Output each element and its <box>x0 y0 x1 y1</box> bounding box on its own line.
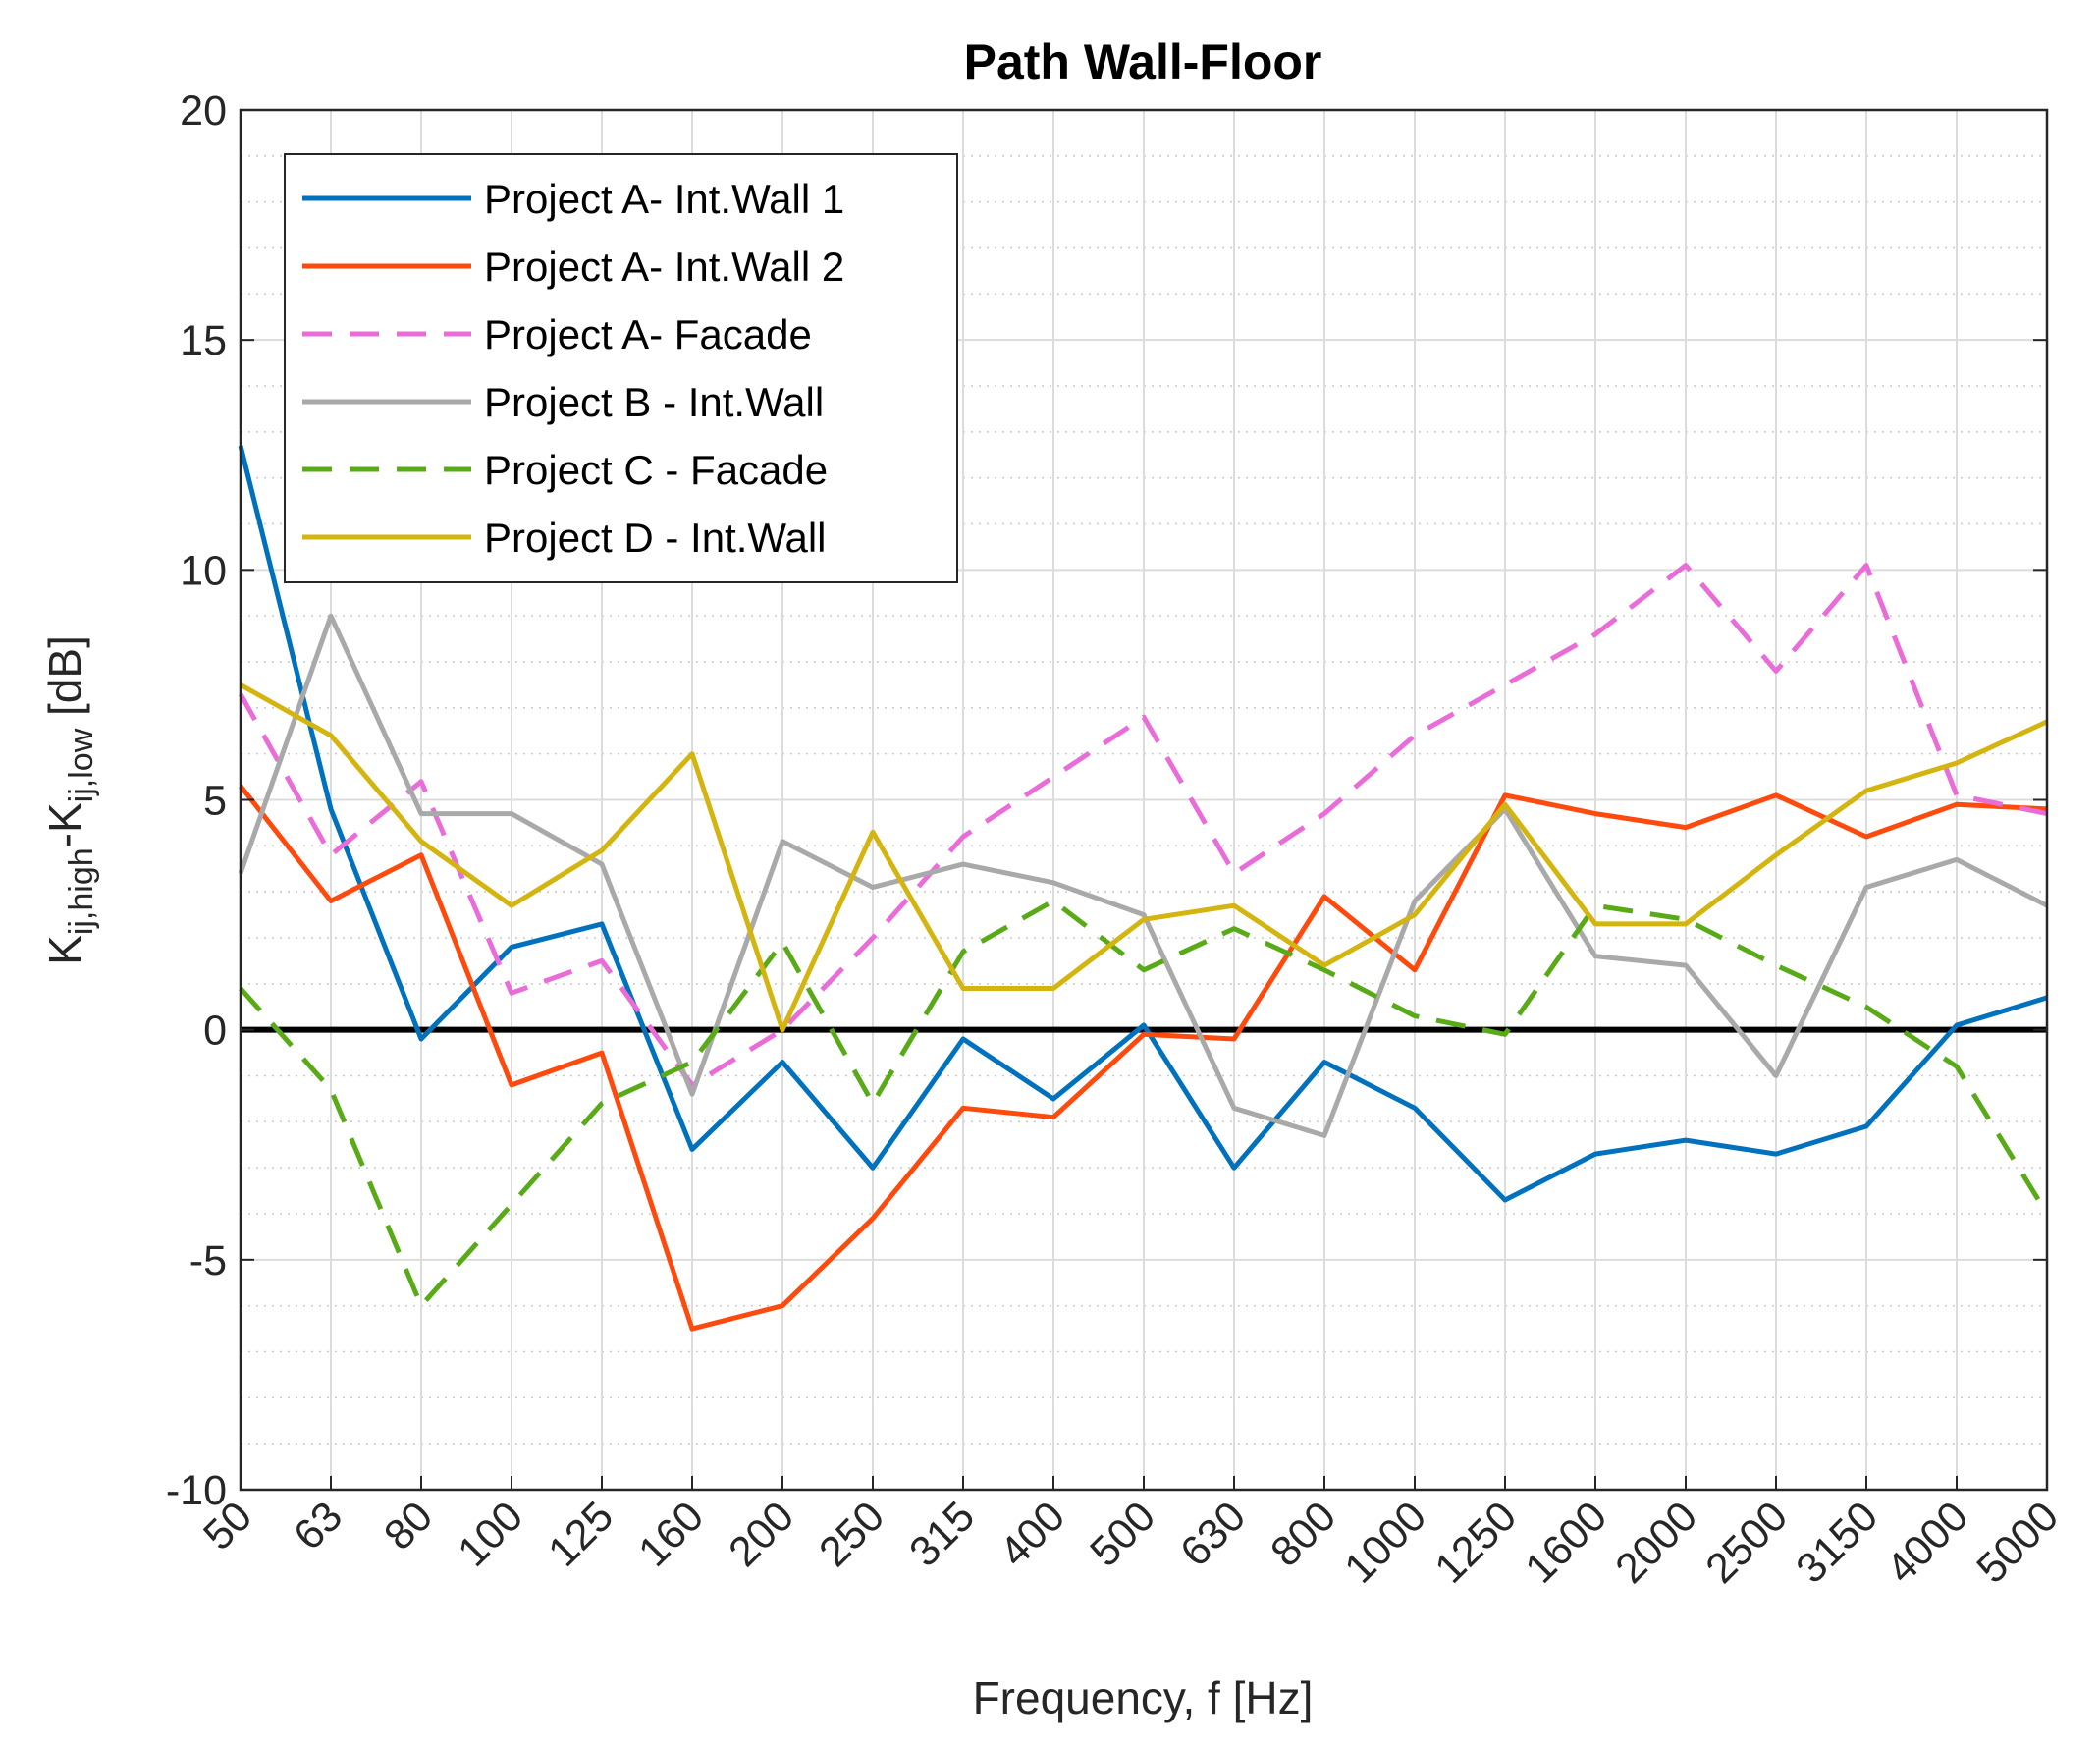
series-line-2 <box>239 784 2048 1332</box>
x-tick-label: 3150 <box>1787 1493 1887 1593</box>
y-axis-label: Kij,high-Kij,low [dB] <box>39 635 100 965</box>
x-tick-label: 2000 <box>1606 1493 1706 1593</box>
x-tick-label: 200 <box>720 1493 803 1576</box>
x-tick-label: 250 <box>810 1493 893 1576</box>
x-tick-label: 125 <box>539 1493 622 1576</box>
x-tick-label: 1000 <box>1335 1493 1435 1593</box>
y-label-base-1: K <box>39 935 90 965</box>
legend: Project A- Int.Wall 1 Project A- Int.Wall… <box>284 153 958 583</box>
y-tick-labels: -10 -5 0 5 10 15 20 <box>166 87 2047 1514</box>
x-tick-label: 400 <box>991 1493 1074 1576</box>
x-tick-label: 63 <box>285 1493 351 1559</box>
series-line-4 <box>238 613 2049 1138</box>
x-tick-label: 2500 <box>1696 1493 1797 1593</box>
legend-label-1: Project A- Int.Wall 1 <box>484 176 844 222</box>
y-label-unit: [dB] <box>39 635 90 729</box>
chart-title: Path Wall-Floor <box>964 34 1322 89</box>
y-tick-label: 10 <box>180 547 227 594</box>
x-tick-label: 1250 <box>1426 1493 1526 1593</box>
legend-label-2: Project A- Int.Wall 2 <box>484 244 844 290</box>
x-tick-label: 315 <box>900 1493 984 1576</box>
x-axis-label: Frequency, f [Hz] <box>973 1672 1314 1723</box>
legend-label-3: Project A- Facade <box>484 311 812 357</box>
x-tick-label: 1600 <box>1516 1493 1616 1593</box>
grid <box>240 109 2048 1491</box>
legend-label-6: Project D - Int.Wall <box>484 515 827 561</box>
x-tick-label: 500 <box>1081 1493 1164 1576</box>
x-tick-label: 800 <box>1262 1493 1345 1576</box>
series-line-1 <box>238 445 2048 1203</box>
legend-label-5: Project C - Facade <box>484 447 828 493</box>
x-tick-label: 100 <box>449 1493 532 1576</box>
legend-box <box>284 153 958 583</box>
y-label-sub-1: ij,high <box>63 847 100 935</box>
x-tick-label: 160 <box>629 1493 713 1576</box>
series-line-6 <box>239 682 2049 1033</box>
y-tick-label: 15 <box>180 317 227 364</box>
series-line-3 <box>238 563 2048 1088</box>
x-tick-label: 630 <box>1171 1493 1255 1576</box>
plot-area <box>238 445 2050 1332</box>
y-tick-label: 0 <box>203 1008 227 1055</box>
y-tick-label: -10 <box>166 1467 227 1514</box>
y-label-mid: -K <box>39 802 90 847</box>
y-tick-label: -5 <box>189 1237 227 1284</box>
series-line-5 <box>239 899 2050 1309</box>
x-tick-labels: 50 63 80 100 125 160 200 250 315 400 500 630 8001000… <box>194 1476 2068 1593</box>
legend-label-4: Project B - Int.Wall <box>484 379 824 425</box>
y-tick-label: 5 <box>203 778 227 825</box>
x-tick-label: 4000 <box>1877 1493 1977 1593</box>
x-tick-label: 5000 <box>1967 1493 2068 1593</box>
y-tick-label: 20 <box>180 87 227 135</box>
y-label-sub-2: ij,low <box>63 728 100 802</box>
x-tick-label: 80 <box>375 1493 442 1559</box>
